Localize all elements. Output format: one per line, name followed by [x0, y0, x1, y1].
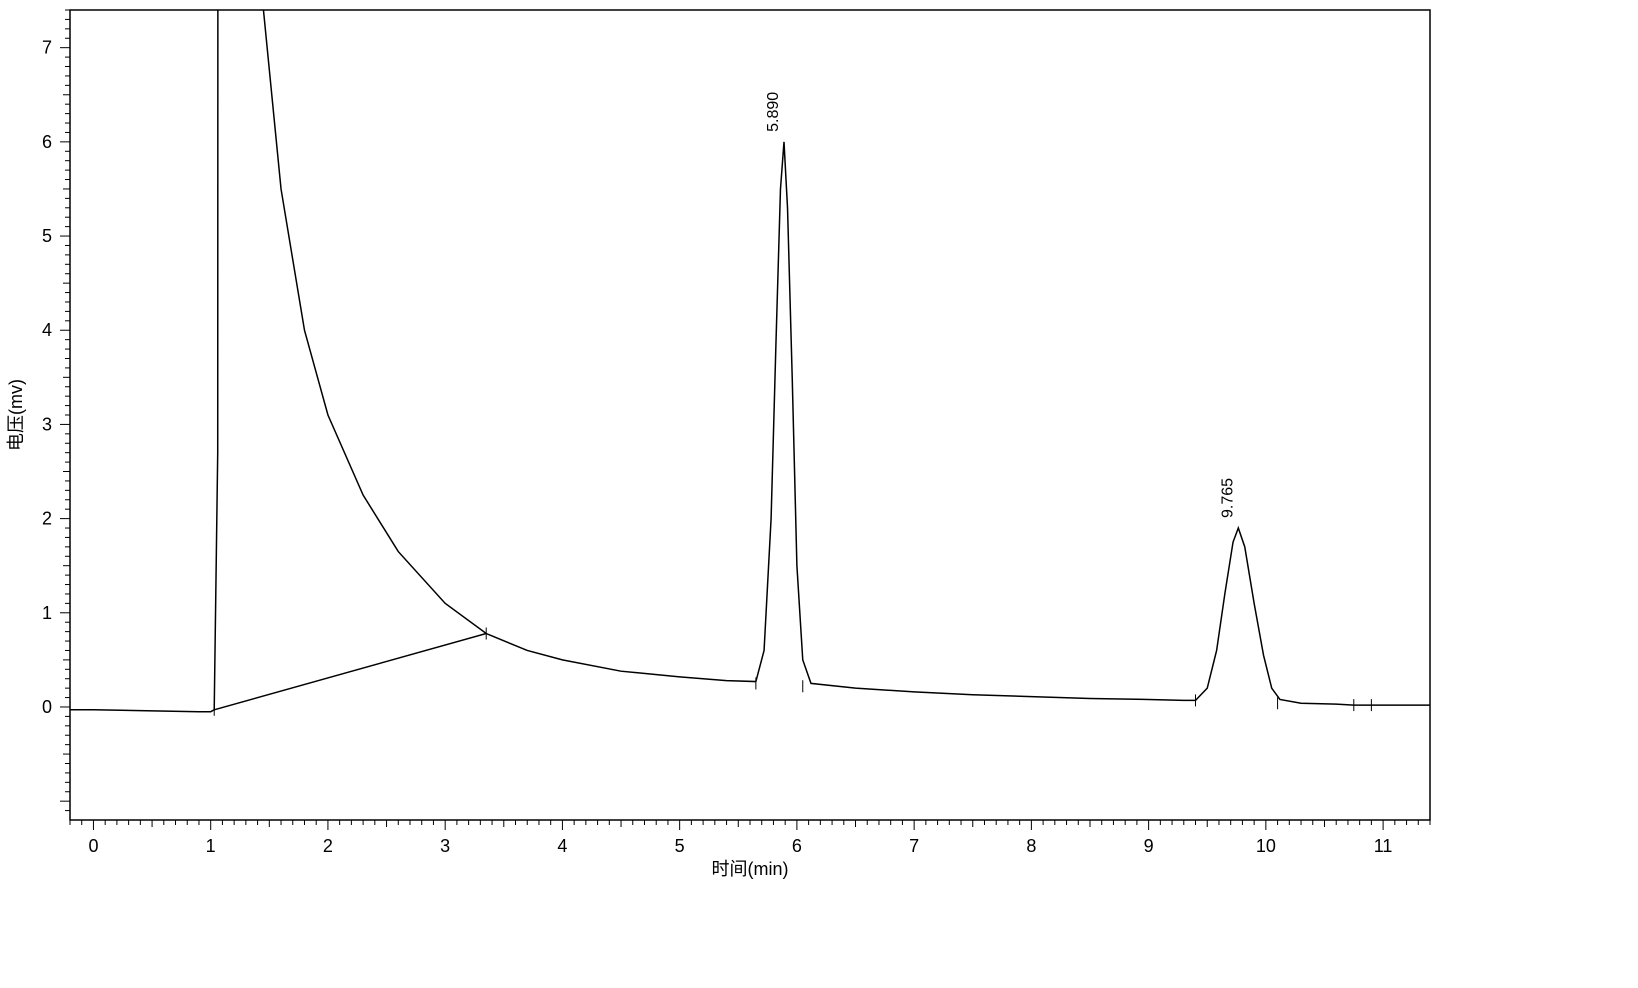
baseline-segment — [214, 634, 486, 710]
chromatogram-chart: 0123456789101101234567时间(min)电压(mv)1.073… — [0, 0, 1638, 988]
x-tick-label: 5 — [675, 836, 685, 856]
x-tick-label: 2 — [323, 836, 333, 856]
x-tick-label: 3 — [440, 836, 450, 856]
x-tick-label: 8 — [1026, 836, 1036, 856]
y-axis-label: 电压(mv) — [6, 379, 26, 451]
y-tick-label: 5 — [42, 226, 52, 246]
x-tick-label: 4 — [557, 836, 567, 856]
y-tick-label: 2 — [42, 509, 52, 529]
chromatogram-trace — [70, 0, 1430, 712]
y-tick-label: 1 — [42, 603, 52, 623]
peak-rt-label: 5.890 — [765, 92, 782, 132]
y-tick-label: 0 — [42, 697, 52, 717]
x-axis-label: 时间(min) — [712, 859, 789, 879]
x-tick-label: 10 — [1256, 836, 1276, 856]
x-tick-label: 7 — [909, 836, 919, 856]
y-tick-label: 4 — [42, 320, 52, 340]
y-tick-label: 3 — [42, 414, 52, 434]
peak-label-group: 5.890 — [765, 92, 782, 132]
plot-border — [70, 10, 1430, 820]
chart-svg: 0123456789101101234567时间(min)电压(mv)1.073… — [0, 0, 1638, 988]
x-tick-label: 9 — [1144, 836, 1154, 856]
y-tick-label: 6 — [42, 132, 52, 152]
peak-rt-label: 9.765 — [1219, 478, 1236, 518]
y-tick-label: 7 — [42, 38, 52, 58]
x-tick-label: 11 — [1374, 836, 1393, 856]
x-tick-label: 0 — [88, 836, 98, 856]
peak-label-group: 9.765 — [1219, 478, 1236, 518]
x-tick-label: 1 — [206, 836, 216, 856]
x-tick-label: 6 — [792, 836, 802, 856]
